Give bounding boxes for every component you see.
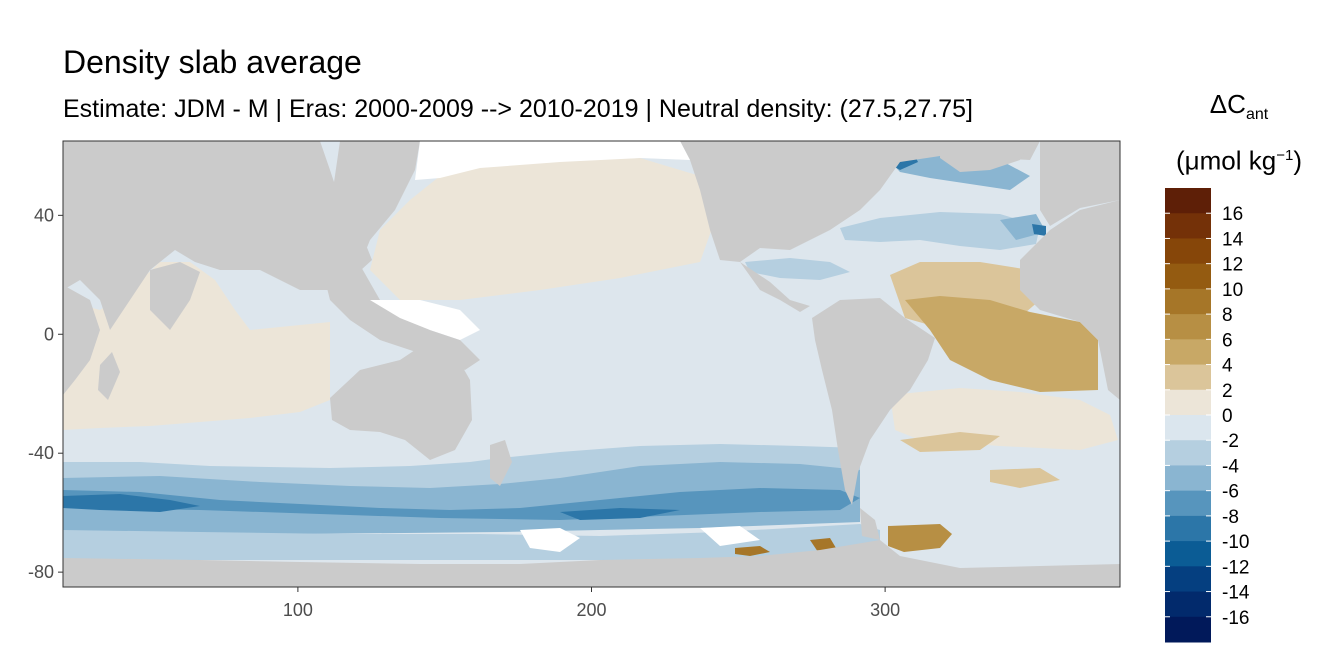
map-panel [63,141,1120,587]
legend-label: 8 [1222,305,1233,326]
y-tick-label: -40 [28,443,54,463]
legend-label: 4 [1222,356,1233,377]
land-antarctica [63,540,1120,587]
legend-color-step [1165,465,1211,492]
legend-label: 0 [1222,406,1233,427]
legend-label: -16 [1222,608,1249,629]
legend-color-step [1165,415,1211,441]
southern-ocean-band-mid [63,462,860,534]
legend-color-step [1165,515,1211,542]
legend-label: -6 [1222,482,1239,503]
land-south-america [812,298,935,505]
legend-color-step [1165,440,1211,466]
mask-ross-ice [520,526,760,552]
land-greenland [940,141,1030,172]
south-atlantic-mid [900,432,1060,488]
legend-unit-close: ) [1293,145,1302,176]
indian-ocean-warm [63,262,330,430]
legend-label: 6 [1222,330,1233,351]
land-new-zealand [490,440,512,486]
legend-label: -4 [1222,456,1239,477]
north-pacific-warm [370,158,715,300]
southern-ocean-band-deep [63,494,680,520]
land-asia-east [320,141,480,370]
legend-label: -14 [1222,583,1250,604]
color-legend: 16 14 12 10 8 6 4 2 0 -2 -4 -6 -8 -10 -12 -14 -16 [1165,188,1250,643]
atlantic-tropical-tan [905,296,1098,392]
land-madagascar [98,352,120,400]
mask-indonesia [370,300,480,340]
legend-color-step [1165,364,1211,391]
legend-label: 12 [1222,255,1243,276]
land-india [150,262,200,330]
land-europe [1040,141,1120,226]
land-north-america [680,141,1040,262]
y-tick-label: 40 [34,205,54,225]
x-tick-label: 100 [283,600,313,620]
legend-label: 16 [1222,204,1243,225]
legend-unit: (μmol kg−1) [1164,140,1314,177]
land-central-america [740,262,810,312]
mask-arctic [415,141,690,180]
land-antarctic-peninsula [860,508,880,540]
legend-label: -12 [1222,557,1249,578]
legend-label: 10 [1222,280,1243,301]
ross-warm [735,538,836,556]
y-tick-label: 0 [44,324,54,344]
legend-color-step [1165,389,1211,416]
north-atlantic-cool [840,212,1040,250]
land-australia [330,340,472,460]
land-east-africa [63,285,100,395]
legend-label: -10 [1222,532,1249,553]
legend-symbol: ΔC [1209,89,1246,119]
coastal-mask [370,141,760,552]
caribbean-cool [745,258,850,280]
legend-color-step [1165,591,1211,618]
antarctic-shelf-light [63,524,880,560]
legend-label: 14 [1222,229,1244,250]
land-africa-west [63,141,372,330]
legend-color-step [1165,188,1211,214]
legend-color-step [1165,238,1211,265]
legend-subscript: ant [1245,106,1269,124]
legend-unit-open: (μmol kg [1176,145,1277,176]
legend-color-step [1165,616,1211,643]
legend-label: 2 [1222,381,1233,402]
weddell-warm [888,524,952,552]
legend-color-step [1165,314,1211,340]
land-masses [63,141,1120,587]
y-tick-label: -80 [28,562,54,582]
chart-subtitle: Estimate: JDM - M | Eras: 2000-2009 --> … [63,95,973,123]
x-tick-label: 200 [576,600,606,620]
legend-color-step [1165,339,1211,366]
legend-color-step [1165,566,1211,593]
legend-color-step [1165,490,1211,517]
legend-label: -8 [1222,507,1239,528]
land-africa-east [1020,200,1120,400]
chart-title: Density slab average [63,44,362,80]
legend-color-step [1165,288,1211,315]
legend-unit-exponent: −1 [1276,147,1294,164]
legend-label: -2 [1222,431,1239,452]
legend-color-step [1165,263,1211,290]
legend-color-step [1165,213,1211,239]
north-atlantic-deep [880,146,1046,240]
legend-title: ΔCant [1164,88,1314,131]
x-tick-label: 300 [870,600,900,620]
legend-color-step [1165,541,1211,567]
